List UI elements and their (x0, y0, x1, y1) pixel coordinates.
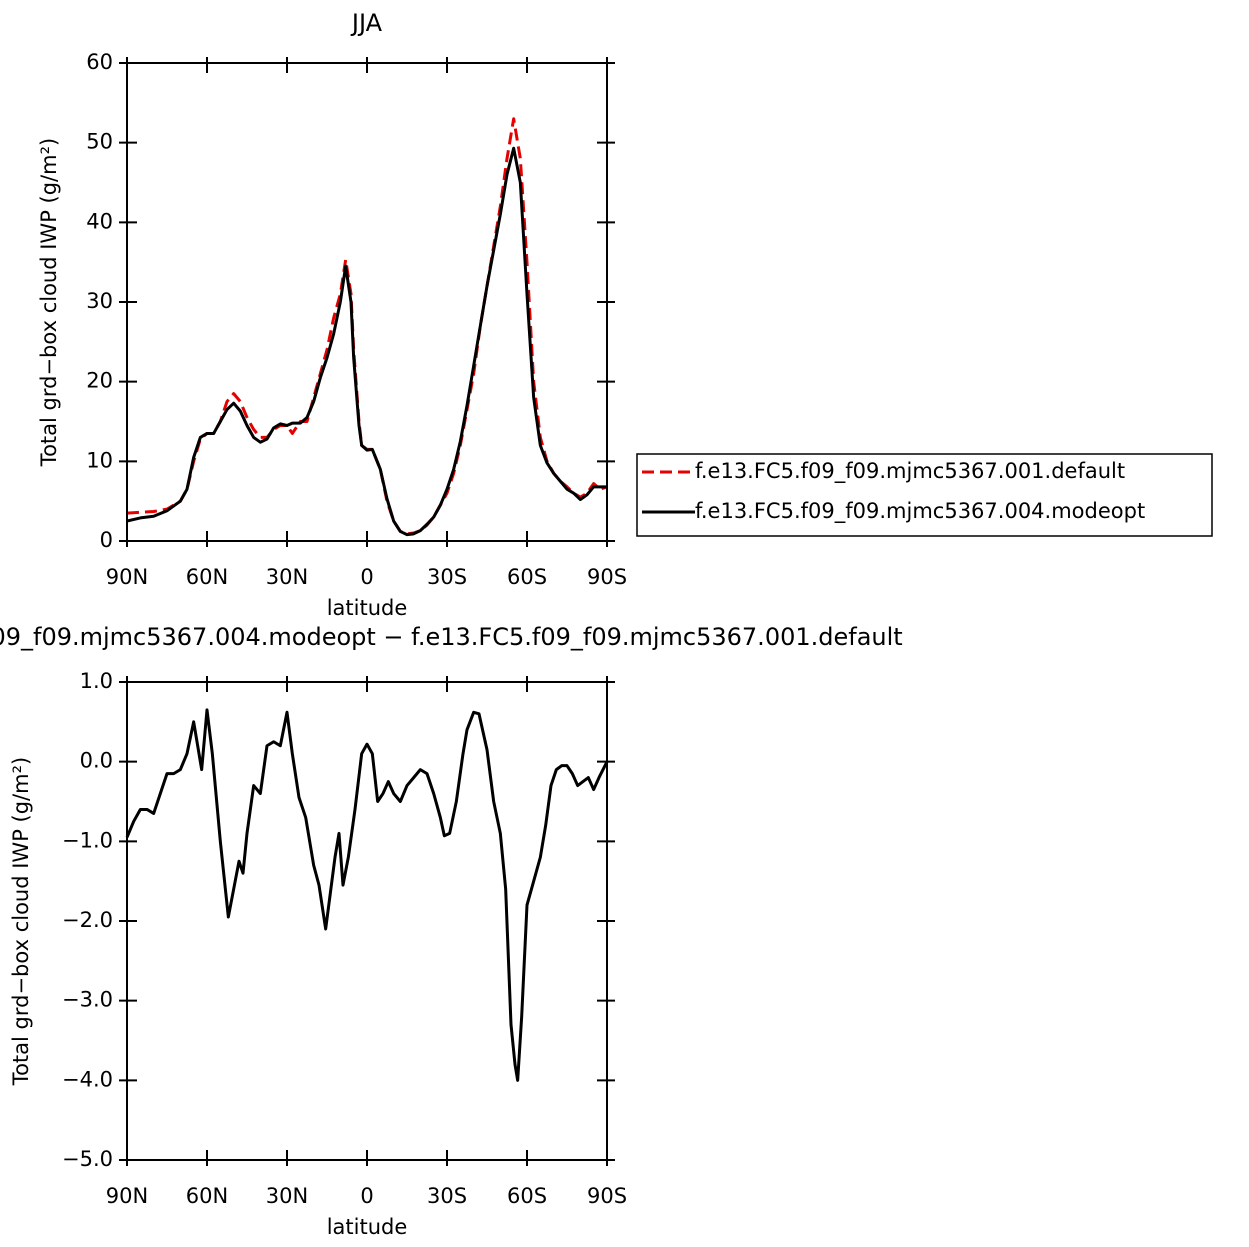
y-tick-label: −2.0 (62, 908, 113, 932)
x-tick-label: 60S (507, 1184, 547, 1208)
y-tick-label: 40 (86, 209, 113, 233)
y-tick-label: −3.0 (62, 988, 113, 1012)
y-tick-label: 60 (86, 50, 113, 74)
y-tick-label: 50 (86, 130, 113, 154)
x-tick-label: 30N (266, 1184, 308, 1208)
x-axis-label: latitude (327, 596, 408, 620)
x-tick-label: 0 (360, 1184, 373, 1208)
data-line (126, 146, 607, 537)
x-tick-label: 90S (587, 1184, 627, 1208)
y-tick-label: 1.0 (80, 669, 113, 693)
x-tick-label: 90N (106, 1184, 148, 1208)
legend-label: f.e13.FC5.f09_f09.mjmc5367.001.default (695, 459, 1125, 484)
plot-frame (126, 681, 608, 1161)
y-tick-label: 0 (100, 528, 113, 552)
x-tick-label: 90S (587, 565, 627, 589)
x-tick-label: 60S (507, 565, 547, 589)
x-axis-label: latitude (327, 1215, 408, 1239)
x-tick-label: 60N (186, 1184, 228, 1208)
x-tick-label: 30N (266, 565, 308, 589)
x-tick-label: 90N (106, 565, 148, 589)
y-tick-label: −5.0 (62, 1147, 113, 1171)
panel-title: f.e13.FC5.f09_f09.mjmc5367.004.modeopt −… (0, 623, 903, 651)
y-tick-label: −1.0 (62, 828, 113, 852)
legend-label: f.e13.FC5.f09_f09.mjmc5367.004.modeopt (695, 499, 1145, 524)
y-tick-label: 20 (86, 369, 113, 393)
plot-frame (126, 62, 608, 542)
data-line (126, 117, 608, 536)
data-line (125, 708, 609, 1082)
y-tick-label: 0.0 (80, 749, 113, 773)
panel-title: JJA (350, 9, 383, 37)
legend-box (636, 453, 1213, 537)
x-tick-label: 30S (427, 1184, 467, 1208)
x-tick-label: 30S (427, 565, 467, 589)
y-tick-label: −4.0 (62, 1067, 113, 1091)
x-tick-label: 0 (360, 565, 373, 589)
y-tick-label: 10 (86, 448, 113, 472)
y-axis-label: Total grd−box cloud IWP (g/m²) (37, 138, 61, 467)
x-tick-label: 60N (186, 565, 228, 589)
y-axis-label: Total grd−box cloud IWP (g/m²) (9, 757, 33, 1086)
y-tick-label: 30 (86, 289, 113, 313)
